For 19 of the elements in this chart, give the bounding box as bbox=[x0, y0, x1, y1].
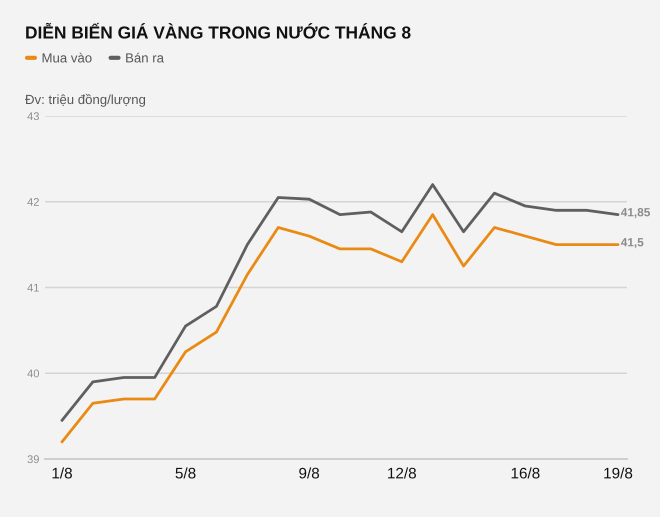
line-series bbox=[60, 213, 620, 444]
y-tick-label: 42 bbox=[27, 198, 39, 206]
x-tick-label: 1/8 bbox=[52, 467, 72, 479]
x-tick-label: 9/8 bbox=[299, 467, 320, 479]
x-tick-label: 12/8 bbox=[388, 467, 416, 479]
data-label: 41,5 bbox=[620, 238, 644, 248]
line-series bbox=[60, 183, 620, 422]
y-tick-label: 40 bbox=[27, 370, 40, 378]
x-tick-label: 5/8 bbox=[176, 467, 196, 479]
data-label: 41,85 bbox=[620, 208, 650, 218]
legend-label: Mua vào bbox=[42, 52, 92, 63]
y-tick-label: 41 bbox=[27, 284, 39, 292]
y-axis-title: Đv: triệu đồng/lượng bbox=[25, 94, 146, 107]
y-tick-label: 43 bbox=[27, 112, 39, 120]
x-tick-label: 19/8 bbox=[604, 467, 632, 479]
chart-title: DIỄN BIẾN GIÁ VÀNG TRONG NƯỚC THÁNG 8 bbox=[26, 22, 411, 39]
legend-label: Bán ra bbox=[126, 52, 164, 63]
y-tick-label: 39 bbox=[28, 455, 39, 464]
x-tick-label: 16/8 bbox=[512, 467, 540, 479]
